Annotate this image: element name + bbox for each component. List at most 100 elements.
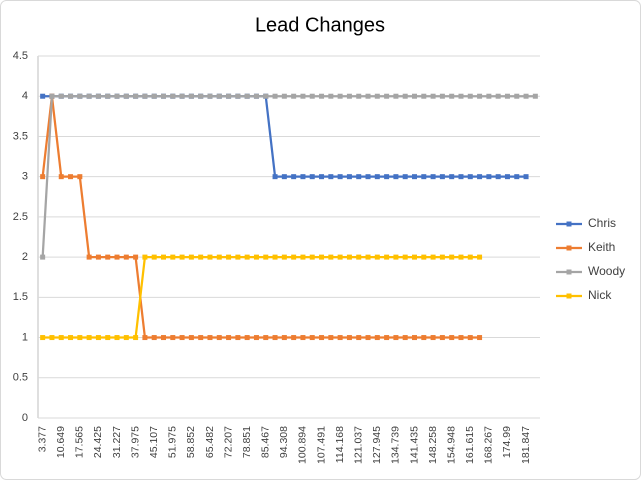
- point-marker: [40, 335, 46, 341]
- point-marker: [439, 174, 445, 180]
- point-marker: [253, 93, 259, 99]
- point-marker: [319, 254, 325, 260]
- x-tick-label: 17.565: [74, 426, 86, 458]
- point-marker: [58, 335, 64, 341]
- point-marker: [430, 254, 436, 260]
- point-marker: [226, 93, 232, 99]
- point-marker: [486, 93, 492, 99]
- point-marker: [40, 174, 46, 180]
- point-marker: [504, 93, 510, 99]
- point-marker: [142, 93, 148, 99]
- point-marker: [412, 335, 417, 341]
- point-marker: [374, 93, 380, 99]
- point-marker: [412, 93, 417, 99]
- point-marker: [95, 93, 101, 99]
- x-tick-label: 72.207: [222, 426, 234, 458]
- point-marker: [235, 93, 241, 99]
- point-marker: [179, 254, 185, 260]
- y-tick-label: 4: [22, 90, 28, 102]
- point-marker: [281, 335, 287, 341]
- point-marker: [300, 93, 306, 99]
- point-marker: [77, 93, 83, 99]
- x-tick-label: 24.425: [92, 426, 104, 458]
- point-marker: [226, 254, 232, 260]
- point-marker: [319, 174, 325, 180]
- point-marker: [384, 174, 390, 180]
- point-marker: [114, 254, 120, 260]
- y-tick-label: 3: [22, 171, 28, 183]
- point-marker: [86, 93, 92, 99]
- point-marker: [374, 335, 380, 341]
- x-tick-label: 154.948: [445, 426, 457, 464]
- point-marker: [439, 335, 445, 341]
- point-marker: [114, 93, 120, 99]
- point-marker: [365, 335, 371, 341]
- point-marker: [402, 335, 408, 341]
- point-marker: [384, 335, 390, 341]
- legend-marker: [566, 269, 572, 275]
- x-tick-label: 94.308: [278, 426, 290, 458]
- point-marker: [58, 93, 64, 99]
- x-tick-label: 121.037: [353, 426, 365, 464]
- point-marker: [337, 93, 343, 99]
- point-marker: [123, 254, 129, 260]
- point-marker: [291, 254, 297, 260]
- point-marker: [161, 254, 166, 260]
- point-marker: [346, 254, 352, 260]
- point-marker: [449, 254, 455, 260]
- point-marker: [495, 93, 501, 99]
- point-marker: [449, 93, 455, 99]
- point-marker: [142, 254, 148, 260]
- point-marker: [337, 335, 343, 341]
- point-marker: [207, 335, 213, 341]
- point-marker: [300, 254, 306, 260]
- point-marker: [77, 335, 83, 341]
- y-tick-label: 3.5: [13, 130, 28, 142]
- point-marker: [281, 254, 287, 260]
- y-tick-label: 4.5: [13, 50, 28, 62]
- point-marker: [309, 335, 315, 341]
- y-tick-label: 1.5: [13, 291, 28, 303]
- y-tick-label: 2.5: [13, 211, 28, 223]
- point-marker: [495, 174, 501, 180]
- point-marker: [523, 93, 529, 99]
- point-marker: [402, 254, 408, 260]
- point-marker: [523, 174, 529, 180]
- point-marker: [281, 174, 287, 180]
- point-marker: [68, 93, 74, 99]
- point-marker: [114, 335, 120, 341]
- point-marker: [272, 174, 278, 180]
- point-marker: [151, 254, 157, 260]
- point-marker: [244, 93, 250, 99]
- point-marker: [207, 254, 213, 260]
- y-tick-label: 0.5: [13, 372, 28, 384]
- x-tick-label: 45.107: [148, 426, 160, 458]
- point-marker: [319, 93, 325, 99]
- point-marker: [421, 335, 427, 341]
- point-marker: [95, 335, 101, 341]
- point-marker: [514, 93, 520, 99]
- point-marker: [142, 335, 148, 341]
- point-marker: [486, 174, 492, 180]
- point-marker: [356, 254, 362, 260]
- point-marker: [458, 254, 464, 260]
- point-marker: [198, 93, 204, 99]
- point-marker: [449, 174, 455, 180]
- x-tick-label: 51.975: [167, 426, 179, 458]
- point-marker: [439, 254, 445, 260]
- point-marker: [291, 335, 297, 341]
- point-marker: [123, 335, 129, 341]
- point-marker: [356, 174, 362, 180]
- x-tick-label: 107.491: [315, 426, 327, 464]
- point-marker: [95, 254, 101, 260]
- point-marker: [291, 174, 297, 180]
- point-marker: [467, 93, 473, 99]
- x-tick-label: 3.377: [36, 426, 48, 452]
- point-marker: [77, 174, 83, 180]
- point-marker: [346, 335, 352, 341]
- x-tick-label: 168.267: [483, 426, 495, 464]
- point-marker: [161, 335, 166, 341]
- point-marker: [319, 335, 325, 341]
- y-tick-label: 2: [22, 251, 28, 263]
- x-tick-label: 127.945: [371, 426, 383, 464]
